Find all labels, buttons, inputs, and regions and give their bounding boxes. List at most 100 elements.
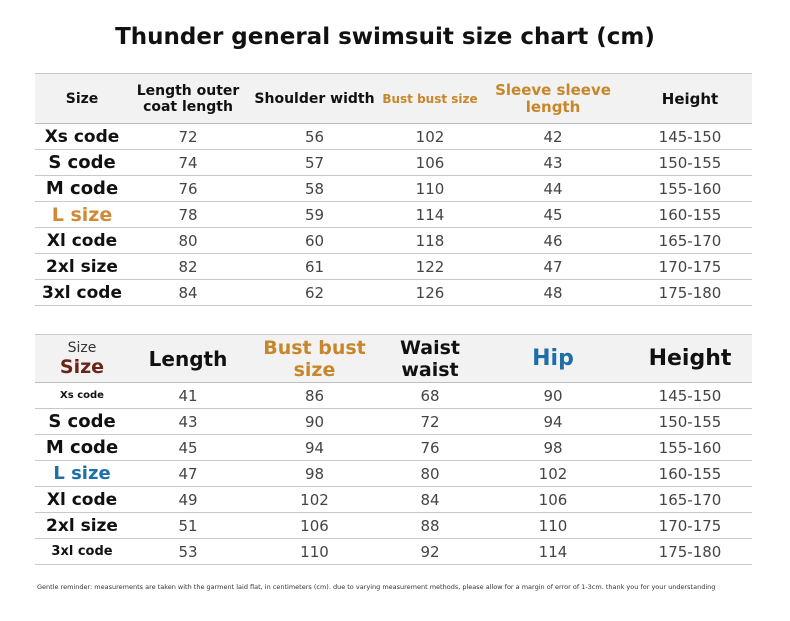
height-cell: 145-150 (628, 123, 752, 150)
length-cell: 47 (129, 460, 247, 487)
size-cell: L size (35, 201, 129, 228)
size-cell: 2xl size (35, 512, 129, 539)
size-cell: 3xl code (35, 538, 129, 565)
waist-cell: 72 (382, 408, 478, 435)
length-cell: 43 (129, 408, 247, 435)
table-row: L size 78 59 114 45 160-155 (35, 201, 752, 228)
hip-cell: 98 (478, 434, 628, 461)
length-cell: 49 (129, 486, 247, 513)
sleeve-cell: 46 (478, 227, 628, 254)
waist-cell: 88 (382, 512, 478, 539)
height-cell: 150-155 (628, 149, 752, 176)
height-cell: 175-180 (628, 279, 752, 306)
height-cell: 170-175 (628, 512, 752, 539)
bust-cell: 102 (247, 486, 382, 513)
bust-cell: 114 (382, 201, 478, 228)
top-size-table: Size Length outer coat length Shoulder w… (35, 73, 752, 306)
bust-cell: 126 (382, 279, 478, 306)
height-cell: 145-150 (628, 382, 752, 409)
height-cell: 160-155 (628, 460, 752, 487)
page-title: Thunder general swimsuit size chart (cm) (115, 24, 655, 50)
hip-cell: 90 (478, 382, 628, 409)
bust-cell: 102 (382, 123, 478, 150)
size-cell: 2xl size (35, 253, 129, 280)
hip-cell: 106 (478, 486, 628, 513)
shoulder-cell: 62 (247, 279, 382, 306)
header-size-bottom: Size (59, 355, 105, 378)
length-cell: 76 (129, 175, 247, 202)
bust-cell: 90 (247, 408, 382, 435)
header-shoulder: Shoulder width (247, 73, 382, 124)
shoulder-cell: 61 (247, 253, 382, 280)
table-row: M code 76 58 110 44 155-160 (35, 175, 752, 202)
waist-cell: 80 (382, 460, 478, 487)
hip-cell: 94 (478, 408, 628, 435)
table-header-row: Size Size Length Bust bust size Waist wa… (35, 334, 752, 383)
table-row: Xl code 80 60 118 46 165-170 (35, 227, 752, 254)
table-row: Xs code 72 56 102 42 145-150 (35, 123, 752, 150)
bust-cell: 94 (247, 434, 382, 461)
hip-cell: 110 (478, 512, 628, 539)
header-bust: Bust bust size (247, 334, 382, 383)
length-cell: 78 (129, 201, 247, 228)
size-cell: 3xl code (35, 279, 129, 306)
hip-cell: 102 (478, 460, 628, 487)
sleeve-cell: 42 (478, 123, 628, 150)
table-header-row: Size Length outer coat length Shoulder w… (35, 73, 752, 124)
table-row: L size 47 98 80 102 160-155 (35, 460, 752, 487)
shoulder-cell: 57 (247, 149, 382, 176)
header-hip: Hip (478, 334, 628, 383)
header-size-top: Size (67, 339, 97, 356)
table-row: Xl code 49 102 84 106 165-170 (35, 486, 752, 513)
header-bust: Bust bust size (382, 73, 478, 124)
table-row: 2xl size 82 61 122 47 170-175 (35, 253, 752, 280)
sleeve-cell: 48 (478, 279, 628, 306)
bust-cell: 86 (247, 382, 382, 409)
height-cell: 175-180 (628, 538, 752, 565)
shoulder-cell: 58 (247, 175, 382, 202)
waist-cell: 76 (382, 434, 478, 461)
waist-cell: 68 (382, 382, 478, 409)
size-cell: M code (35, 434, 129, 461)
size-cell: Xs code (35, 382, 129, 409)
size-cell: Xl code (35, 227, 129, 254)
waist-cell: 92 (382, 538, 478, 565)
sleeve-cell: 47 (478, 253, 628, 280)
header-length: Length (129, 334, 247, 383)
length-cell: 82 (129, 253, 247, 280)
bust-cell: 110 (382, 175, 478, 202)
measurement-note: Gentle reminder: measurements are taken … (37, 583, 716, 591)
height-cell: 170-175 (628, 253, 752, 280)
sleeve-cell: 44 (478, 175, 628, 202)
length-cell: 53 (129, 538, 247, 565)
shoulder-cell: 56 (247, 123, 382, 150)
hip-cell: 114 (478, 538, 628, 565)
length-cell: 72 (129, 123, 247, 150)
bust-cell: 106 (382, 149, 478, 176)
table-row: S code 74 57 106 43 150-155 (35, 149, 752, 176)
table-row: M code 45 94 76 98 155-160 (35, 434, 752, 461)
bust-cell: 118 (382, 227, 478, 254)
table-row: 3xl code 84 62 126 48 175-180 (35, 279, 752, 306)
size-cell: L size (35, 460, 129, 487)
header-size: Size Size (35, 334, 129, 383)
bottom-size-table: Size Size Length Bust bust size Waist wa… (35, 334, 752, 565)
header-length: Length outer coat length (129, 73, 247, 124)
sleeve-cell: 43 (478, 149, 628, 176)
height-cell: 155-160 (628, 434, 752, 461)
header-height: Height (628, 334, 752, 383)
shoulder-cell: 59 (247, 201, 382, 228)
height-cell: 150-155 (628, 408, 752, 435)
bust-cell: 122 (382, 253, 478, 280)
height-cell: 155-160 (628, 175, 752, 202)
length-cell: 41 (129, 382, 247, 409)
size-cell: Xl code (35, 486, 129, 513)
size-cell: S code (35, 408, 129, 435)
length-cell: 84 (129, 279, 247, 306)
table-row: Xs code 41 86 68 90 145-150 (35, 382, 752, 409)
length-cell: 45 (129, 434, 247, 461)
length-cell: 74 (129, 149, 247, 176)
length-cell: 51 (129, 512, 247, 539)
size-cell: Xs code (35, 123, 129, 150)
bust-cell: 106 (247, 512, 382, 539)
